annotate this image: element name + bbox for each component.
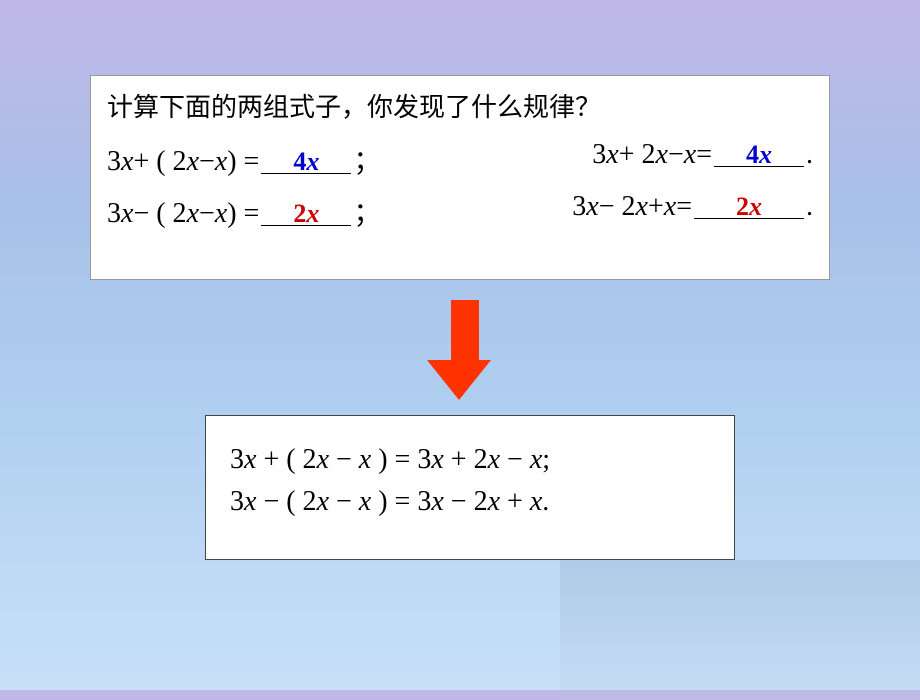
var-x: x <box>488 444 500 475</box>
var-x: x <box>244 486 256 517</box>
answer-num: 2 <box>736 192 749 221</box>
var-x: x <box>187 146 199 178</box>
answer-var: x <box>306 199 319 228</box>
eq-text: − <box>668 139 684 171</box>
var-x: x <box>215 198 227 230</box>
blank-1: 4x <box>261 146 351 174</box>
eq-text: ) = 3 <box>371 486 431 517</box>
eq-text: + ( 2 <box>133 146 186 178</box>
eq-text: ) = <box>227 146 259 178</box>
eq-text: 3 <box>107 146 121 178</box>
eq-text: 3 <box>572 191 586 223</box>
eq-text: ) = <box>227 198 259 230</box>
down-arrow-icon <box>445 300 485 400</box>
eq-text: − <box>500 444 530 475</box>
eq-text: = <box>676 191 692 223</box>
eq-text: 3 <box>230 486 244 517</box>
answer-1: 4x <box>293 147 319 176</box>
equation-row-2: 3x − ( 2x − x ) = 2x ； 3x − 2x + x = 2x … <box>107 191 813 231</box>
eq-text: = <box>696 139 712 171</box>
var-x: x <box>488 486 500 517</box>
eq-text: − ( 2 <box>133 198 186 230</box>
var-x: x <box>664 191 676 223</box>
period: . <box>806 191 813 223</box>
var-x: x <box>215 146 227 178</box>
blank-4: 2x <box>694 191 804 219</box>
eq-text: 3 <box>592 139 606 171</box>
var-x: x <box>244 444 256 475</box>
var-x: x <box>121 146 133 178</box>
var-x: x <box>317 444 329 475</box>
eq-text: − <box>329 486 359 517</box>
var-x: x <box>530 486 542 517</box>
eq-text: − <box>199 146 215 178</box>
eq-text: − 2 <box>444 486 488 517</box>
answer-var: x <box>306 147 319 176</box>
var-x: x <box>359 486 371 517</box>
var-x: x <box>121 198 133 230</box>
var-x: x <box>359 444 371 475</box>
eq-text: 3 <box>107 198 121 230</box>
var-x: x <box>431 444 443 475</box>
eq-text: ) = 3 <box>371 444 431 475</box>
result-box: 3x + ( 2x − x ) = 3x + 2x − x; 3x − ( 2x… <box>205 415 735 560</box>
eq-text: + ( 2 <box>256 444 316 475</box>
eq-text: − <box>199 198 215 230</box>
eq-text: − ( 2 <box>256 486 316 517</box>
eq-text: + 2 <box>619 139 656 171</box>
answer-2: 4x <box>746 140 772 169</box>
eq-text: + <box>500 486 530 517</box>
var-x: x <box>636 191 648 223</box>
eq1-left: 3x + ( 2x − x ) = 4x ； <box>107 139 381 179</box>
eq-text: + 2 <box>444 444 488 475</box>
result-line-2: 3x − ( 2x − x ) = 3x − 2x + x. <box>230 486 710 518</box>
answer-var: x <box>759 140 772 169</box>
eq2-left: 3x − ( 2x − x ) = 2x ； <box>107 191 381 231</box>
eq-text: + <box>648 191 664 223</box>
var-x: x <box>586 191 598 223</box>
answer-4: 2x <box>736 192 762 221</box>
var-x: x <box>606 139 618 171</box>
var-x: x <box>317 486 329 517</box>
answer-num: 4 <box>746 140 759 169</box>
var-x: x <box>656 139 668 171</box>
blank-2: 4x <box>714 139 804 167</box>
prompt-text: 计算下面的两组式子，你发现了什么规律？ <box>107 88 813 127</box>
semicolon: ； <box>353 139 381 179</box>
equation-row-1: 3x + ( 2x − x ) = 4x ； 3x + 2x − x = 4x … <box>107 139 813 179</box>
eq-text: − 2 <box>599 191 636 223</box>
eq-end: . <box>542 486 549 517</box>
arrow-stem <box>451 300 479 360</box>
semicolon: ； <box>353 191 381 231</box>
eq-text: − <box>329 444 359 475</box>
arrow-head <box>427 360 491 400</box>
blank-3: 2x <box>261 198 351 226</box>
answer-num: 2 <box>293 199 306 228</box>
eq-end: ; <box>542 444 550 475</box>
result-line-1: 3x + ( 2x − x ) = 3x + 2x − x; <box>230 444 710 476</box>
eq2-right: 3x − 2x + x = 2x . <box>572 191 813 231</box>
eq-text: 3 <box>230 444 244 475</box>
decorative-shadow <box>560 560 920 700</box>
problem-box: 计算下面的两组式子，你发现了什么规律？ 3x + ( 2x − x ) = 4x… <box>90 75 830 280</box>
var-x: x <box>684 139 696 171</box>
period: . <box>806 139 813 171</box>
answer-var: x <box>749 192 762 221</box>
eq1-right: 3x + 2x − x = 4x . <box>592 139 813 179</box>
answer-num: 4 <box>293 147 306 176</box>
var-x: x <box>431 486 443 517</box>
var-x: x <box>187 198 199 230</box>
var-x: x <box>530 444 542 475</box>
answer-3: 2x <box>293 199 319 228</box>
